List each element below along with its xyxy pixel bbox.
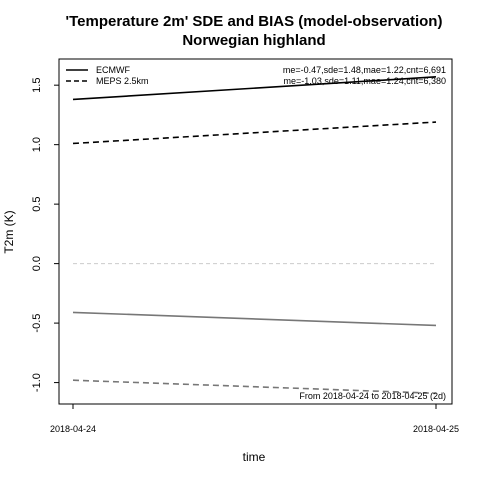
legend: ECMWF MEPS 2.5km (66, 65, 149, 86)
x-tick-label-0: 2018-04-24 (50, 424, 96, 434)
series-line-meps-2-5km-bias (72, 379, 437, 395)
y-tick-label-2: 0.0 (31, 256, 43, 271)
y-tick-label-1: -0.5 (31, 314, 43, 333)
chart-title-line1: 'Temperature 2m' SDE and BIAS (model-obs… (66, 13, 443, 30)
footnote: From 2018-04-24 to 2018-04-25 (2d) (299, 391, 446, 401)
series-line-meps-2-5km-sde (72, 121, 437, 145)
y-tick-label-5: 1.5 (31, 78, 43, 93)
series-lines (72, 76, 437, 395)
x-axis-label: time (243, 450, 266, 464)
y-tick-label-0: -1.0 (31, 373, 43, 392)
legend-label-meps: MEPS 2.5km (96, 76, 149, 86)
stats-ecmwf: me=-0.47,sde=1.48,mae=1.22,cnt=6,691 (283, 65, 446, 75)
series-line-ecmwf-sde (72, 76, 437, 101)
x-tick-label-1: 2018-04-25 (413, 424, 459, 434)
x-axis: 2018-04-24 2018-04-25 (50, 404, 459, 434)
y-tick-label-3: 0.5 (31, 196, 43, 211)
plot-frame (58, 58, 453, 405)
y-axis-label: T2m (K) (2, 210, 16, 253)
y-axis: -1.0 -0.5 0.0 0.5 1.0 1.5 (31, 78, 59, 392)
series-line-ecmwf-bias (72, 311, 437, 327)
chart-title-line2: Norwegian highland (182, 32, 325, 49)
stats-meps: me=-1.03,sde=1.11,mae=1.24,cnt=6,380 (284, 76, 446, 86)
y-tick-label-4: 1.0 (31, 137, 43, 152)
legend-label-ecmwf: ECMWF (96, 65, 130, 75)
